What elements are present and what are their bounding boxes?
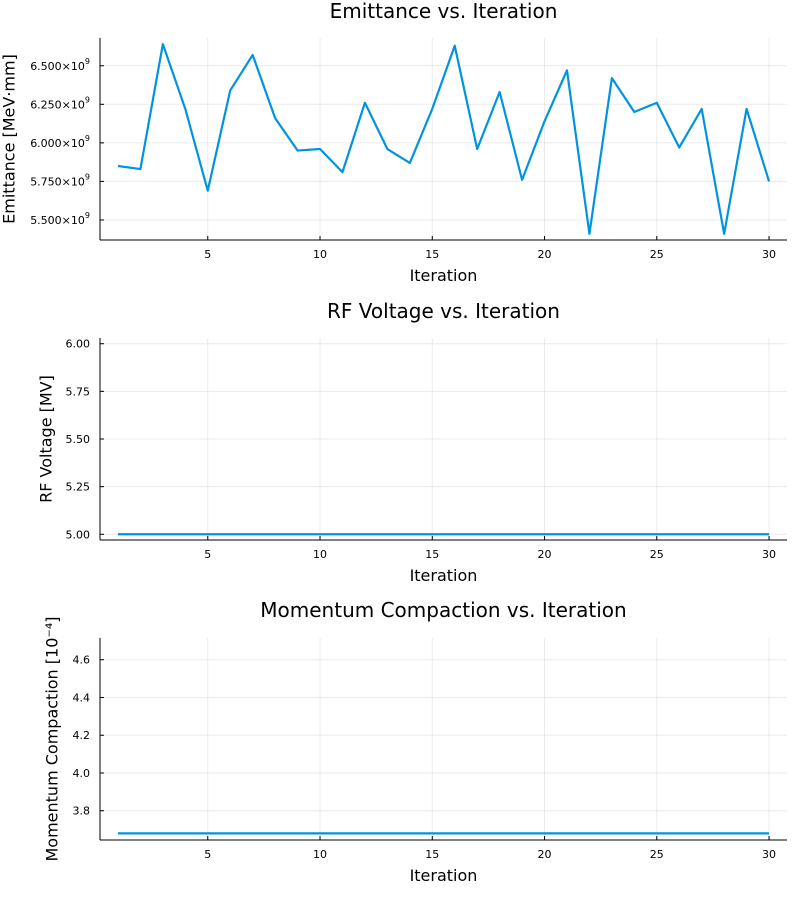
y-tick-label: 4.2 xyxy=(73,729,91,742)
y-tick-label: 4.6 xyxy=(73,654,91,667)
x-tick-label: 30 xyxy=(762,848,776,861)
x-tick-label: 20 xyxy=(538,548,552,561)
y-tick-label: 6.000×109 xyxy=(30,134,90,150)
x-axis-label: Iteration xyxy=(410,266,478,285)
chart-panel-3: 5 10 15 20 25 30 3.8 4.0 4.2 4.4 4.6 Momentum Compa… xyxy=(43,598,787,885)
x-tick-label: 15 xyxy=(425,548,439,561)
y-axis-label: Momentum Compaction [10⁻⁴] xyxy=(43,617,62,862)
y-tick-label: 5.75 xyxy=(66,385,91,398)
x-tick-label: 20 xyxy=(538,248,552,261)
y-axis-label: Emittance [MeV·mm] xyxy=(0,54,19,224)
x-tick-label: 10 xyxy=(313,248,327,261)
x-tick-label: 30 xyxy=(762,248,776,261)
x-tick-label: 25 xyxy=(650,548,664,561)
x-tick-label: 10 xyxy=(313,848,327,861)
chart-title: RF Voltage vs. Iteration xyxy=(327,299,560,323)
x-tick-label: 25 xyxy=(650,248,664,261)
y-axis-label: RF Voltage [MV] xyxy=(37,375,56,503)
x-tick-label: 5 xyxy=(204,548,211,561)
chart-panel-1: 5 10 15 20 25 30 5.500×109 5.750×109 6.000×109 6.… xyxy=(0,0,787,285)
y-tick-label: 6.500×109 xyxy=(30,57,90,73)
y-tick-label: 5.25 xyxy=(66,481,91,494)
x-tick-label: 20 xyxy=(538,848,552,861)
x-axis-label: Iteration xyxy=(410,566,478,585)
y-tick-label: 6.00 xyxy=(66,338,91,351)
y-tick-label: 5.750×109 xyxy=(30,172,90,188)
y-tick-label: 3.8 xyxy=(73,805,91,818)
x-axis-label: Iteration xyxy=(410,866,478,885)
x-tick-label: 15 xyxy=(425,248,439,261)
x-tick-label: 15 xyxy=(425,848,439,861)
y-tick-label: 6.250×109 xyxy=(30,95,90,111)
y-tick-label: 4.0 xyxy=(73,767,91,780)
y-tick-label: 5.00 xyxy=(66,528,91,541)
x-tick-label: 5 xyxy=(204,848,211,861)
series-line-1 xyxy=(117,43,771,235)
y-tick-label: 5.500×109 xyxy=(30,211,90,227)
y-tick-label: 5.50 xyxy=(66,433,91,446)
chart-title: Emittance vs. Iteration xyxy=(330,0,558,23)
x-tick-label: 25 xyxy=(650,848,664,861)
chart-panel-2: 5 10 15 20 25 30 5.00 5.25 5.50 5.75 6.00 RF Voltag… xyxy=(37,299,787,585)
x-tick-label: 30 xyxy=(762,548,776,561)
chart-title: Momentum Compaction vs. Iteration xyxy=(260,598,626,622)
x-tick-label: 5 xyxy=(204,248,211,261)
y-tick-label: 4.4 xyxy=(73,691,91,704)
x-tick-label: 10 xyxy=(313,548,327,561)
